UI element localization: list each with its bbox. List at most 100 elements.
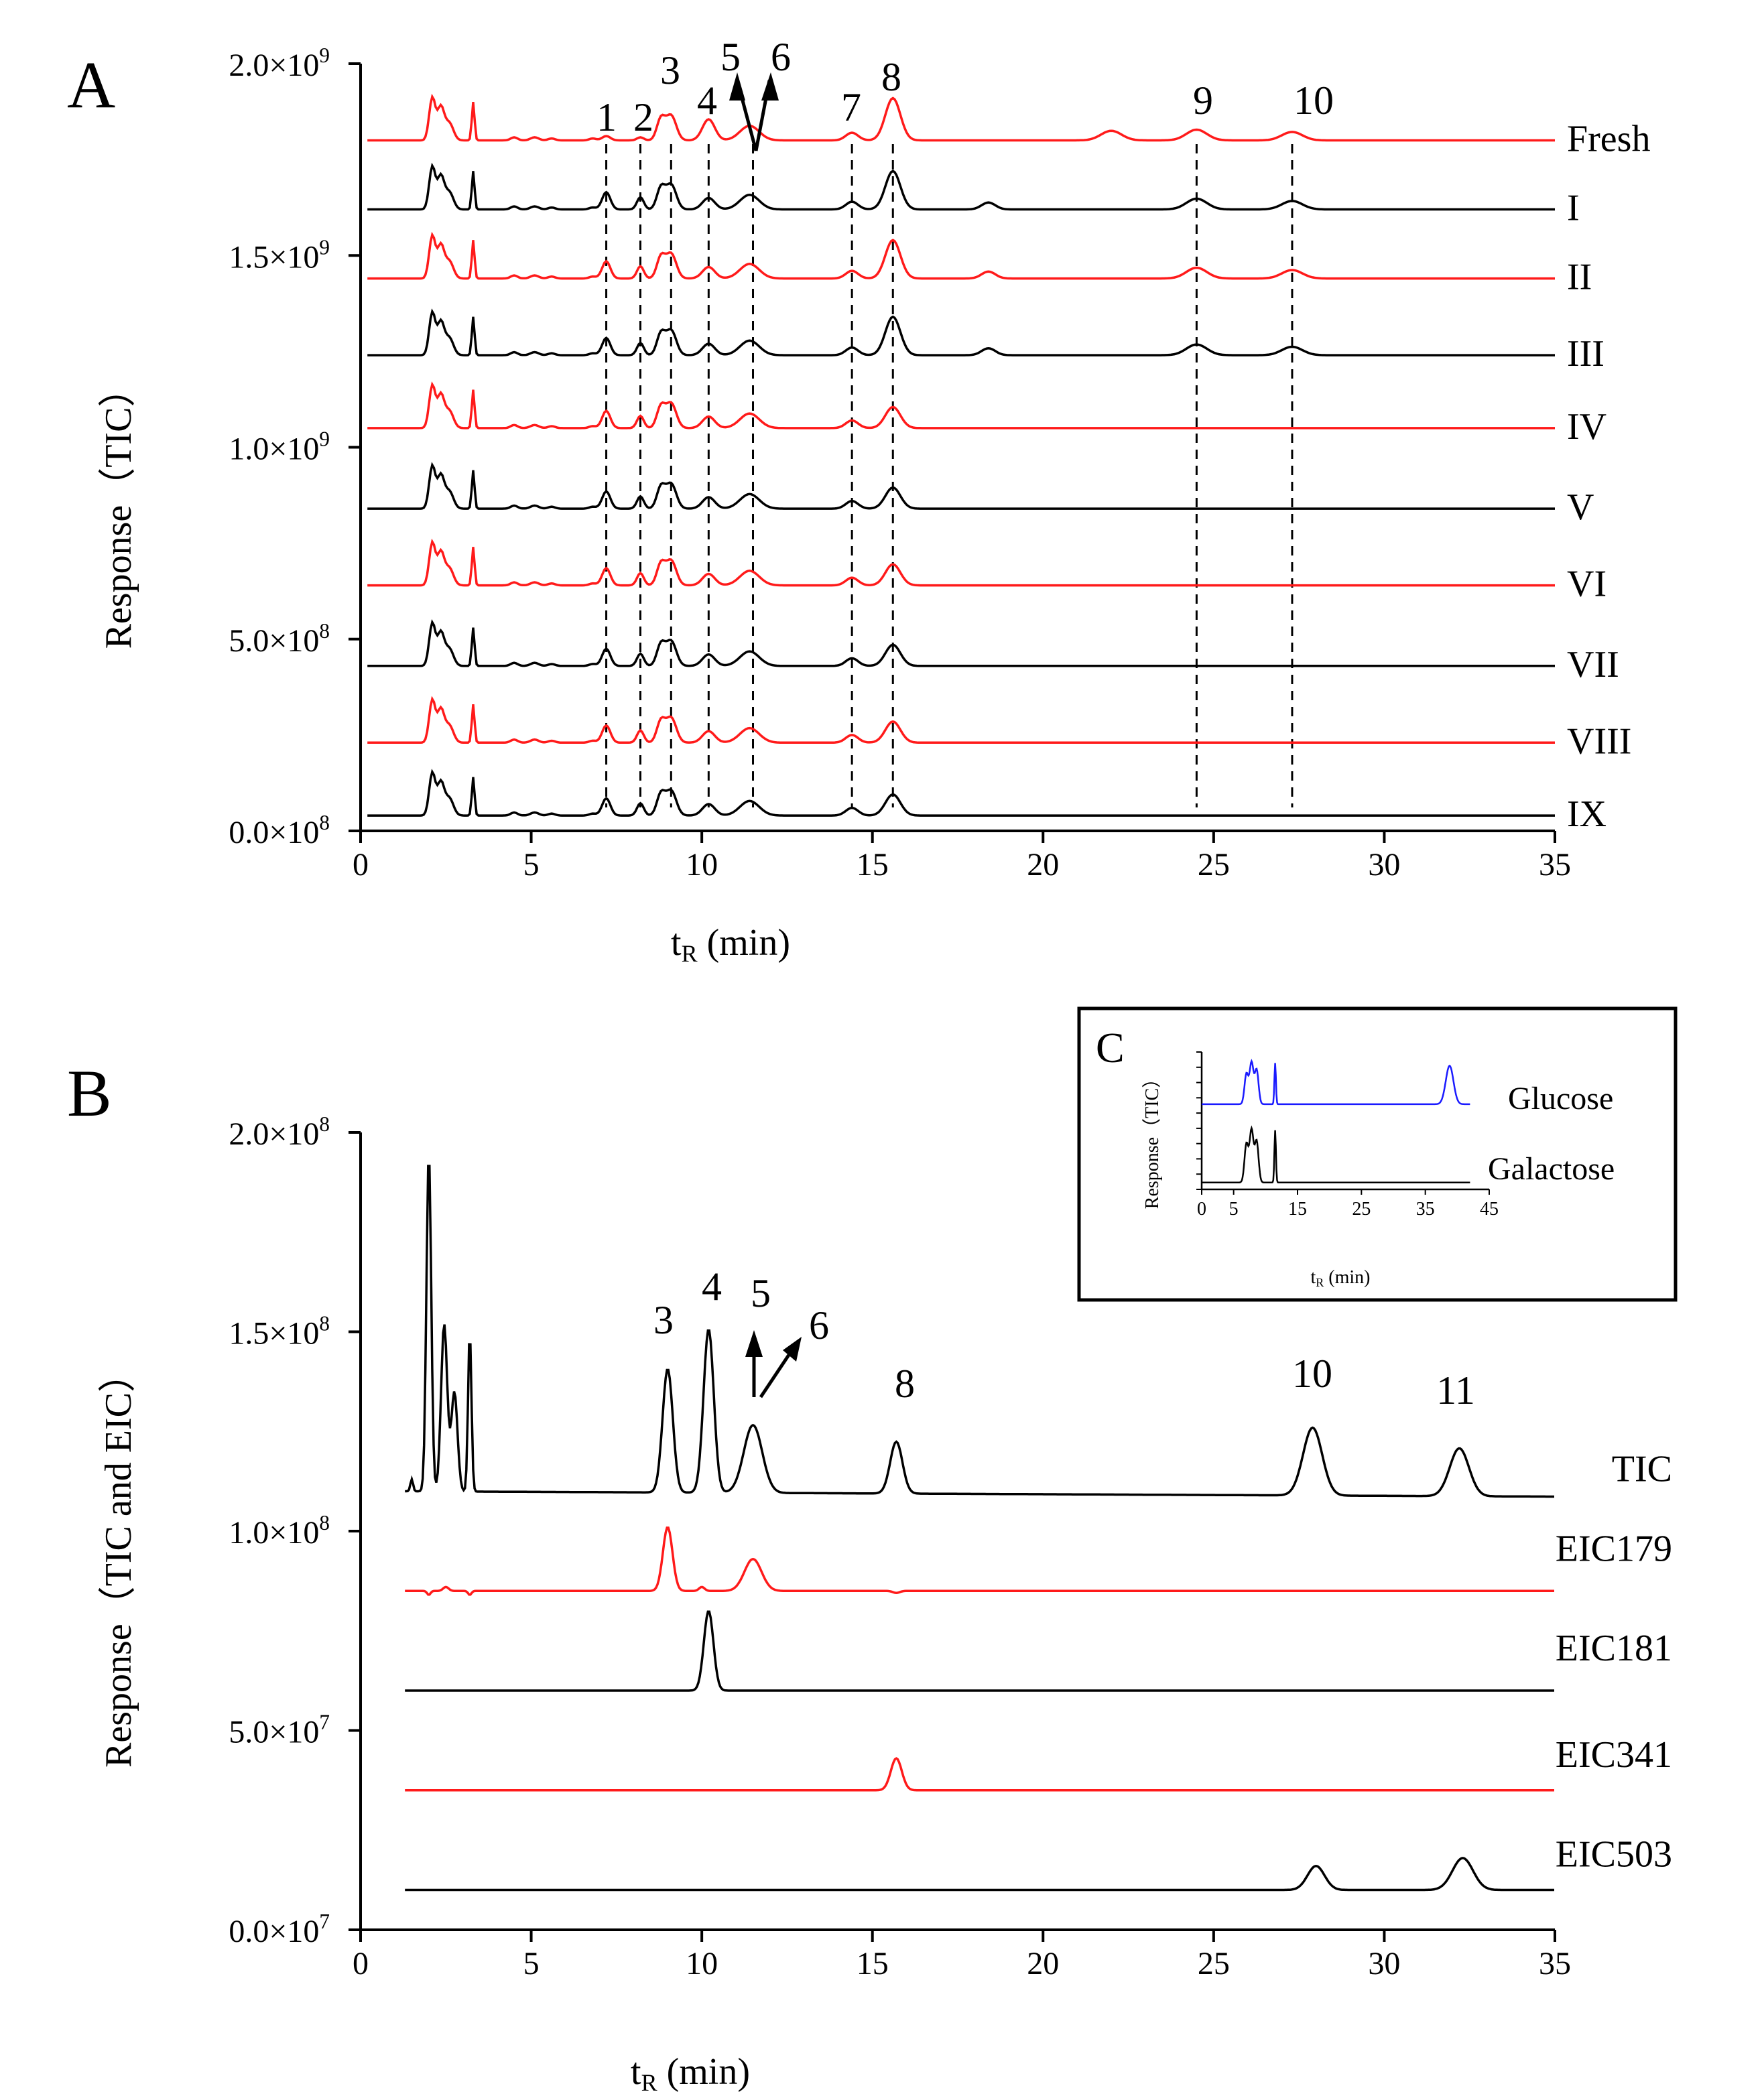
trace-label-viii: VIII bbox=[1567, 720, 1631, 762]
x-tick-label: 30 bbox=[1368, 1946, 1400, 1981]
panel-a-ylabel: Response（TIC） bbox=[98, 370, 139, 649]
trace-fresh bbox=[367, 93, 1555, 142]
panel-a-xlabel: tR (min) bbox=[671, 922, 790, 967]
x-tick-label: 5 bbox=[1229, 1199, 1239, 1220]
peak-label-1: 1 bbox=[596, 95, 617, 139]
peak-arrowhead-5 bbox=[729, 72, 745, 101]
x-tick-label: 10 bbox=[686, 847, 718, 882]
peak-label-3: 3 bbox=[660, 48, 680, 92]
trace-iii bbox=[367, 308, 1555, 356]
trace-label-eic341: EIC341 bbox=[1556, 1734, 1672, 1776]
peak-label-8: 8 bbox=[895, 1362, 915, 1406]
panel-c-ylabel: Response（TIC） bbox=[1141, 1069, 1163, 1209]
panel-c-trace-labels: Glucose Galactose bbox=[1488, 1081, 1615, 1187]
panel-c-inset: C Response（TIC） tR (min) 0 5 15 25 35 45 Gluc… bbox=[1077, 1006, 1678, 1302]
y-tick-label: 0.0×107 bbox=[229, 1910, 330, 1949]
trace-label-eic503: EIC503 bbox=[1556, 1834, 1672, 1876]
x-tick-label: 20 bbox=[1027, 847, 1059, 882]
trace-viii bbox=[367, 696, 1555, 744]
trace-label-ix: IX bbox=[1567, 793, 1606, 835]
trace-label-fresh: Fresh bbox=[1567, 119, 1650, 160]
panel-b-ylabel: Response（TIC and EIC） bbox=[98, 1355, 139, 1768]
peak-label-3: 3 bbox=[653, 1298, 674, 1342]
x-tick-label: 0 bbox=[1197, 1199, 1206, 1220]
trace-label-glucose: Glucose bbox=[1508, 1081, 1613, 1116]
x-tick-label: 15 bbox=[1288, 1199, 1307, 1220]
trace-glucose bbox=[1202, 1059, 1470, 1106]
peak-label-5: 5 bbox=[720, 35, 741, 79]
trace-ii bbox=[367, 231, 1555, 280]
x-tick-label: 0 bbox=[353, 847, 369, 882]
panel-a-peak-guides bbox=[605, 144, 1294, 807]
trace-tic bbox=[405, 1165, 1554, 1498]
trace-label-eic181: EIC181 bbox=[1556, 1628, 1672, 1669]
peak-label-9: 9 bbox=[1193, 78, 1213, 123]
panel-a-axes: 0 5 10 15 20 25 30 35 0.0×108 5.0×108 1.0×109 1.5×1… bbox=[229, 44, 1571, 882]
panel-b-label: B bbox=[67, 1056, 112, 1130]
trace-eic179 bbox=[405, 1526, 1554, 1596]
peak-arrowhead-5 bbox=[745, 1330, 763, 1357]
trace-label-ii: II bbox=[1567, 257, 1592, 298]
y-tick-label: 2.0×108 bbox=[229, 1112, 330, 1152]
peak-label-5: 5 bbox=[751, 1271, 771, 1315]
trace-label-vi: VI bbox=[1567, 564, 1606, 605]
peak-arrowhead-6 bbox=[783, 1337, 802, 1362]
trace-label-iv: IV bbox=[1567, 406, 1606, 448]
x-tick-label: 30 bbox=[1368, 847, 1400, 882]
panel-c-axes: 0 5 15 25 35 45 bbox=[1196, 1051, 1499, 1220]
trace-iv bbox=[367, 381, 1555, 430]
peak-arrowhead-6 bbox=[761, 72, 779, 101]
trace-eic503 bbox=[405, 1857, 1554, 1892]
peak-label-8: 8 bbox=[881, 55, 901, 99]
x-tick-label: 25 bbox=[1352, 1199, 1371, 1220]
peak-label-7: 7 bbox=[841, 85, 861, 129]
y-tick-label: 2.0×109 bbox=[229, 44, 330, 83]
trace-label-tic: TIC bbox=[1612, 1449, 1672, 1490]
y-tick-label: 1.0×108 bbox=[229, 1511, 330, 1551]
panel-c-frame bbox=[1077, 1006, 1678, 1302]
panel-a: A Response（TIC） tR (min) 0 5 10 15 20 25 30 350… bbox=[67, 35, 1650, 967]
panel-b-xlabel: tR (min) bbox=[631, 2051, 750, 2096]
y-tick-label: 1.0×109 bbox=[229, 428, 330, 467]
panel-a-label: A bbox=[67, 48, 115, 122]
y-tick-label: 5.0×108 bbox=[229, 619, 330, 659]
x-tick-label: 20 bbox=[1027, 1946, 1059, 1981]
peak-label-10: 10 bbox=[1292, 1352, 1332, 1396]
peak-label-6: 6 bbox=[809, 1303, 829, 1348]
trace-eic181 bbox=[405, 1610, 1554, 1692]
x-tick-label: 35 bbox=[1539, 1946, 1571, 1981]
panel-c-xlabel: tR (min) bbox=[1310, 1267, 1370, 1289]
x-tick-label: 5 bbox=[523, 1946, 540, 1981]
panel-b: B Response（TIC and EIC） tR (min) 0 5 10 15 2… bbox=[67, 1056, 1672, 2096]
peak-label-4: 4 bbox=[702, 1264, 722, 1309]
trace-label-v: V bbox=[1567, 486, 1594, 528]
panel-a-traces bbox=[367, 93, 1555, 817]
x-tick-label: 35 bbox=[1416, 1199, 1435, 1220]
trace-galactose bbox=[1202, 1125, 1470, 1184]
trace-i bbox=[367, 162, 1555, 211]
x-tick-label: 15 bbox=[857, 1946, 889, 1981]
panel-c-label: C bbox=[1096, 1024, 1125, 1071]
peak-label-11: 11 bbox=[1436, 1368, 1475, 1413]
panel-b-axes: 0 5 10 15 20 25 30 350.0×1075.0×1071.0×1081.5×1… bbox=[229, 1112, 1571, 1981]
trace-vii bbox=[367, 619, 1555, 667]
trace-label-vii: VII bbox=[1567, 644, 1619, 685]
peak-label-4: 4 bbox=[697, 78, 717, 123]
x-tick-label: 5 bbox=[523, 847, 540, 882]
panel-b-trace-labels: TIC EIC179 EIC181 EIC341 EIC503 bbox=[1556, 1449, 1672, 1876]
panel-b-peak-labels: 34 56 8 10 11 bbox=[653, 1264, 1475, 1413]
trace-label-eic179: EIC179 bbox=[1556, 1528, 1672, 1569]
trace-label-i: I bbox=[1567, 188, 1580, 229]
peak-label-10: 10 bbox=[1294, 78, 1334, 123]
trace-ix bbox=[367, 769, 1555, 817]
peak-label-2: 2 bbox=[633, 95, 653, 139]
x-tick-label: 25 bbox=[1198, 847, 1230, 882]
x-tick-label: 10 bbox=[686, 1946, 718, 1981]
trace-eic341 bbox=[405, 1757, 1554, 1792]
x-tick-label: 15 bbox=[857, 847, 889, 882]
y-tick-label: 5.0×107 bbox=[229, 1711, 330, 1750]
y-tick-label: 1.5×108 bbox=[229, 1312, 330, 1352]
trace-vi bbox=[367, 538, 1555, 587]
